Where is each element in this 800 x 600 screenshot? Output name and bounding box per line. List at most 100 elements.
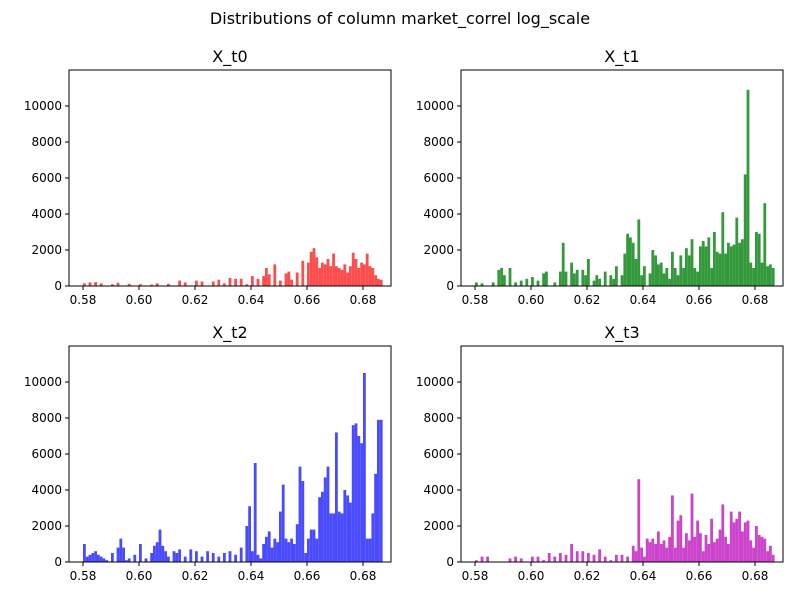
histogram-bar xyxy=(262,544,265,562)
figure-title: Distributions of column market_correl lo… xyxy=(209,9,591,28)
histogram-bar xyxy=(623,253,627,286)
y-tick-label: 2000 xyxy=(31,519,62,533)
y-tick-label: 10000 xyxy=(24,99,62,113)
histogram-bar xyxy=(643,556,646,562)
histogram-bar xyxy=(570,544,573,562)
histogram-bar xyxy=(713,232,716,286)
histogram-bar xyxy=(346,495,349,562)
histogram-bar xyxy=(570,262,573,286)
x-tick-label: 0.60 xyxy=(518,569,545,583)
histogram-bar xyxy=(309,251,313,286)
histogram-bar xyxy=(321,491,324,562)
histogram-bar xyxy=(287,271,291,286)
x-tick-label: 0.64 xyxy=(238,293,265,307)
histogram-bar xyxy=(769,545,772,562)
histogram-bar xyxy=(654,255,657,286)
histogram-bar xyxy=(318,497,321,562)
histogram-bar xyxy=(144,558,148,562)
histogram-bar xyxy=(245,284,249,286)
histogram-bar xyxy=(699,246,702,286)
histogram-bar xyxy=(634,259,638,286)
histogram-bar xyxy=(312,529,316,562)
histogram-bar xyxy=(741,239,744,286)
histogram-bar xyxy=(83,544,86,562)
histogram-bar xyxy=(671,495,674,562)
histogram-bar xyxy=(284,538,288,562)
histogram-bar xyxy=(581,269,585,286)
histogram-bar xyxy=(99,556,103,562)
histogram-bar xyxy=(346,272,349,286)
x-tick-label: 0.62 xyxy=(182,569,209,583)
histogram-bar xyxy=(743,522,747,562)
histogram-bar xyxy=(662,540,666,562)
histogram-bar xyxy=(603,556,607,562)
histogram-bar xyxy=(724,536,727,562)
histogram-bar xyxy=(665,547,669,562)
histogram-bar xyxy=(738,242,741,286)
histogram-bar xyxy=(223,553,226,562)
histogram-bar xyxy=(139,284,142,286)
histogram-bar xyxy=(153,545,156,562)
histogram-bar xyxy=(270,547,274,562)
histogram-bar xyxy=(634,551,638,562)
histogram-bar xyxy=(687,255,691,286)
histogram-bar xyxy=(729,511,733,562)
histogram-bar xyxy=(94,551,97,562)
histogram-bar xyxy=(211,281,215,286)
x-tick-label: 0.64 xyxy=(630,569,657,583)
histogram-bar xyxy=(746,520,750,562)
histogram-bar xyxy=(354,423,358,562)
histogram-bar xyxy=(701,551,705,562)
y-tick-label: 0 xyxy=(446,555,454,569)
y-tick-label: 4000 xyxy=(423,483,454,497)
histogram-bar xyxy=(377,278,380,286)
histogram-bar xyxy=(503,275,506,286)
x-tick-label: 0.60 xyxy=(126,569,153,583)
histogram-bar xyxy=(368,266,372,286)
histogram-bar xyxy=(349,502,352,562)
histogram-bar xyxy=(475,282,478,286)
histogram-bar xyxy=(500,268,503,286)
histogram-bar xyxy=(323,264,327,286)
y-tick-label: 6000 xyxy=(423,171,454,185)
histogram-bar xyxy=(710,518,713,562)
x-tick-label: 0.58 xyxy=(70,569,97,583)
x-tick-label: 0.62 xyxy=(574,293,601,307)
histogram-bar xyxy=(287,542,291,562)
histogram-bar xyxy=(326,466,330,562)
histogram-bar xyxy=(654,544,657,562)
histogram-bar xyxy=(626,233,629,286)
histogram-bar xyxy=(769,264,772,286)
histogram-bar xyxy=(88,282,92,286)
x-tick-label: 0.66 xyxy=(686,569,713,583)
histogram-bar xyxy=(486,556,489,562)
histogram-bar xyxy=(200,556,204,562)
histogram-bar xyxy=(99,283,103,286)
histogram-bar xyxy=(102,558,106,562)
histogram-bar xyxy=(265,536,268,562)
histogram-bar xyxy=(298,466,302,562)
histogram-bar xyxy=(365,253,369,286)
histogram-bar xyxy=(239,278,243,286)
histogram-bar xyxy=(351,252,355,286)
histogram-bar xyxy=(735,518,739,562)
histogram-bar xyxy=(155,283,159,286)
histogram-bar xyxy=(519,280,523,286)
y-tick-label: 8000 xyxy=(31,135,62,149)
histogram-bar xyxy=(91,553,95,562)
histogram-bar xyxy=(609,560,613,562)
histogram-bar xyxy=(749,540,753,562)
x-tick-label: 0.68 xyxy=(742,569,769,583)
histogram-bar xyxy=(491,282,495,286)
histogram-bar xyxy=(321,262,324,286)
histogram-bar xyxy=(351,425,355,562)
histogram-bar xyxy=(267,274,271,286)
histogram-bar xyxy=(755,526,758,562)
histogram-bar xyxy=(626,556,629,562)
histogram-bar xyxy=(631,545,635,562)
x-tick-label: 0.66 xyxy=(686,293,713,307)
histogram-bar xyxy=(713,542,716,562)
histogram-bar xyxy=(150,284,153,286)
histogram-bar xyxy=(598,278,601,286)
